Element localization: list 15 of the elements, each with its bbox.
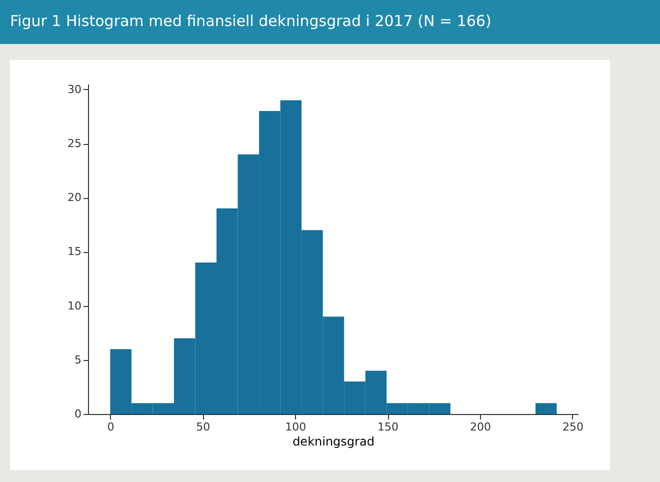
y-tick-label: 5 — [74, 353, 82, 366]
y-tick-label: 15 — [68, 245, 82, 258]
y-tick-label: 0 — [74, 408, 82, 420]
x-tick-label: 150 — [378, 420, 399, 434]
chart-title: Figur 1 Histogram med finansiell dekningsgrad i 2017 (N = 166) — [0, 0, 660, 44]
y-tick-label: 10 — [68, 299, 82, 312]
x-tick-label: 250 — [562, 420, 584, 434]
y-tick-label: 25 — [68, 137, 82, 150]
y-tick-label: 20 — [68, 191, 82, 204]
y-tick-label: 30 — [68, 82, 82, 96]
x-axis-title: dekningsgrad — [292, 434, 374, 448]
x-tick-label: 100 — [285, 420, 306, 434]
x-tick-label: 50 — [196, 420, 210, 434]
x-tick-label: 0 — [107, 420, 114, 434]
x-tick-label: 200 — [470, 420, 491, 434]
